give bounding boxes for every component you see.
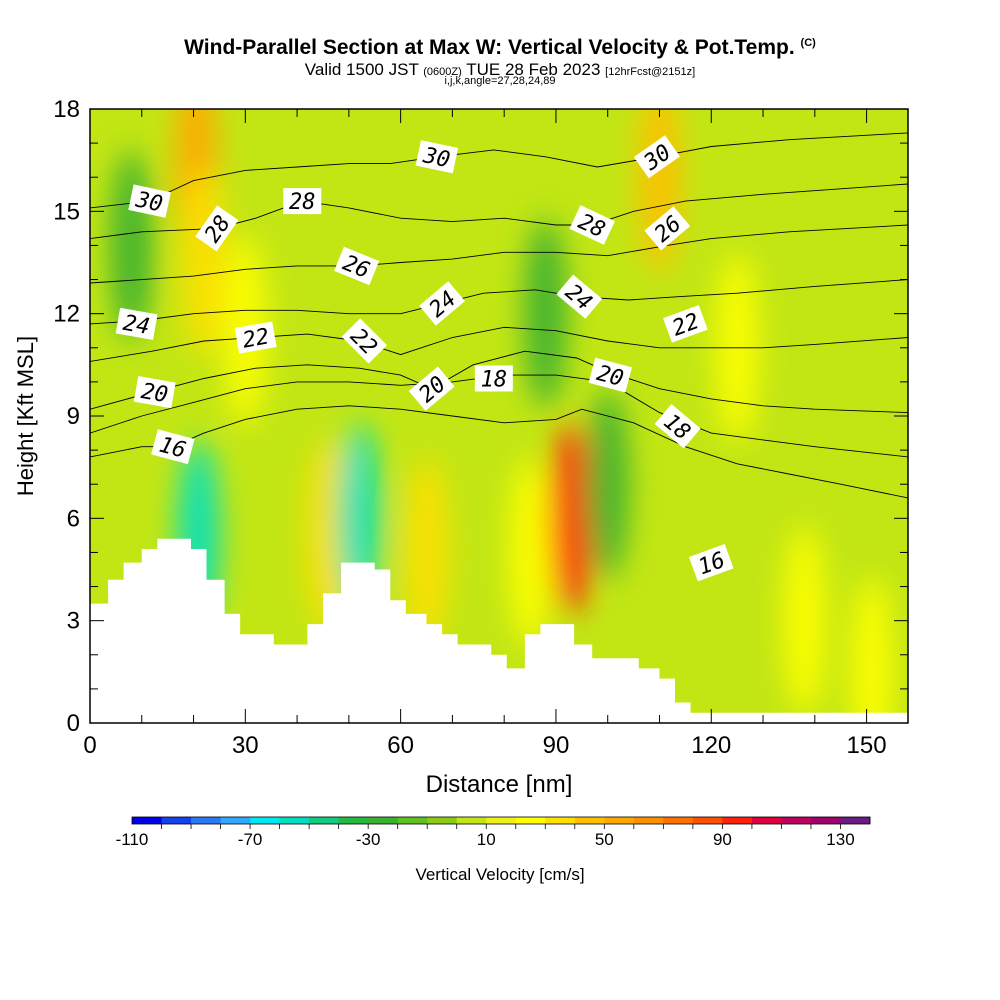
x-tick-label: 90: [543, 732, 570, 759]
colorbar-swatch: [486, 817, 517, 824]
y-tick-label: 15: [53, 198, 80, 225]
terrain: [90, 538, 908, 723]
y-tick-label: 9: [67, 403, 80, 430]
chart-title: Wind-Parallel Section at Max W: Vertical…: [0, 36, 1000, 60]
y-tick-label: 0: [67, 710, 80, 737]
colorbar-swatch: [279, 817, 310, 824]
colorbar-swatch: [132, 817, 163, 824]
colorbar-swatch: [604, 817, 635, 824]
isentrope-20: [90, 350, 908, 414]
colorbar-swatch: [515, 817, 546, 824]
y-axis: 0 3 6 9 12 15 18: [53, 96, 908, 737]
velocity-cell: [508, 457, 553, 648]
chart-subtitle: Valid 1500 JST (0600Z) TUE 28 Feb 2023 […: [0, 60, 1000, 80]
colorbar-tick-label: -70: [238, 830, 263, 849]
contour-label: 22: [234, 321, 277, 354]
contour-label: 30: [128, 184, 171, 218]
x-axis-label: Distance [nm]: [426, 771, 573, 798]
colorbar-tick-label: 10: [477, 830, 496, 849]
colorbar-tick-label: -110: [116, 830, 149, 849]
contour-label-text: 20: [139, 379, 169, 408]
colorbar-swatch: [397, 817, 428, 824]
valid-time: Valid 1500 JST: [304, 60, 419, 79]
velocity-cell: [849, 576, 894, 723]
colorbar-swatch: [309, 817, 340, 824]
colorbar-swatch: [722, 817, 753, 824]
colorbar-tick-label: 50: [595, 830, 614, 849]
isentrope-16: [90, 405, 908, 499]
velocity-cell: [404, 457, 449, 648]
isentrope-22: [90, 326, 908, 362]
colorbar-swatch: [250, 817, 281, 824]
colorbar-swatch: [338, 817, 369, 824]
contour-label: 20: [133, 376, 176, 409]
colorbar-swatch: [633, 817, 664, 824]
x-tick-label: 0: [83, 732, 96, 759]
contour-label-text: 30: [420, 143, 452, 173]
contour-label-text: 24: [121, 311, 151, 340]
contour-label-text: 22: [241, 324, 271, 353]
colorbar-tick-label: 130: [826, 830, 854, 849]
colorbar-swatch: [574, 817, 605, 824]
isentrope-24: [90, 279, 908, 325]
colorbar: -110 -70 -30 10 50 90 130: [116, 816, 871, 849]
colorbar-swatch: [810, 817, 841, 824]
velocity-cell: [181, 167, 226, 358]
copyright-mark: (C): [800, 37, 816, 49]
velocity-cell: [523, 218, 568, 409]
velocity-cell: [549, 423, 594, 614]
colorbar-label: Vertical Velocity [cm/s]: [415, 865, 584, 884]
contour-label: 18: [474, 365, 513, 392]
colorbar-swatch: [427, 817, 458, 824]
y-tick-label: 6: [67, 505, 80, 532]
colorbar-swatch: [751, 817, 782, 824]
x-tick-label: 30: [232, 732, 259, 759]
contour-label: 28: [283, 188, 322, 215]
isentrope-26: [90, 224, 908, 284]
forecast-info: [12hrFcst@2151z]: [605, 66, 696, 78]
colorbar-swatch: [191, 817, 222, 824]
colorbar-swatch: [161, 817, 192, 824]
colorbar-swatch: [663, 817, 694, 824]
y-tick-label: 18: [53, 96, 80, 123]
colorbar-swatch: [220, 817, 251, 824]
contour-label-text: 30: [133, 187, 165, 217]
velocity-cell: [782, 525, 827, 716]
colorbar-frame: [131, 816, 871, 825]
contour-label: 24: [115, 307, 158, 341]
velocity-cell: [585, 389, 630, 580]
contour-label: 22: [663, 305, 708, 343]
x-tick-label: 150: [847, 732, 887, 759]
contour-label-text: 18: [481, 367, 508, 392]
colorbar-swatch: [781, 817, 812, 824]
contour-label: 26: [334, 246, 380, 286]
x-tick-label: 60: [387, 732, 414, 759]
chart-title-main: Wind-Parallel Section at Max W: Vertical…: [184, 36, 795, 59]
x-tick-label: 120: [691, 732, 731, 759]
index-info: i,j,k,angle=27,28,24,89: [444, 75, 556, 87]
valid-date: TUE 28 Feb 2023: [466, 60, 601, 79]
colorbar-tick-label: -30: [356, 830, 381, 849]
x-axis: 0 30 60 90 120 150: [83, 109, 887, 759]
colorbar-tick-label: 90: [713, 830, 732, 849]
y-tick-label: 3: [67, 608, 80, 635]
colorbar-swatch: [692, 817, 723, 824]
colorbar-swatch: [545, 817, 576, 824]
contour-label: 30: [415, 140, 459, 174]
y-tick-label: 12: [53, 301, 80, 328]
y-axis-label: Height [Kft MSL]: [13, 336, 38, 496]
colorbar-swatch: [368, 817, 399, 824]
colorbar-swatch: [456, 817, 487, 824]
valid-zulu: (0600Z): [423, 66, 462, 78]
colorbar-swatch: [840, 817, 871, 824]
contour-label-text: 28: [289, 190, 316, 215]
